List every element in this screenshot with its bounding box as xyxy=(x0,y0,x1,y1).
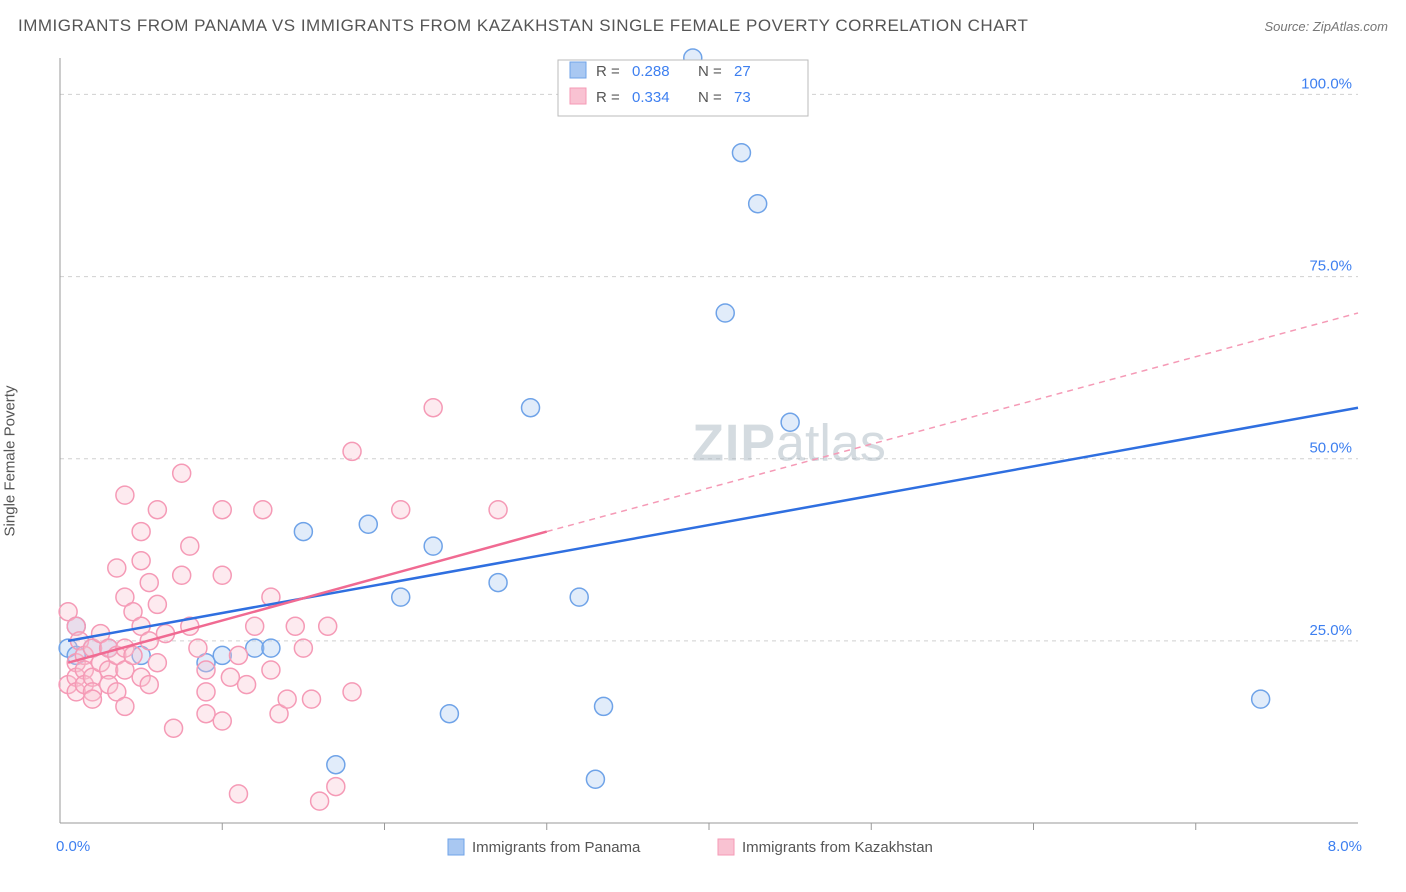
data-point xyxy=(294,639,312,657)
data-point xyxy=(124,646,142,664)
y-axis-label: Single Female Poverty xyxy=(2,386,19,537)
data-point xyxy=(181,537,199,555)
y-tick-label: 25.0% xyxy=(1309,622,1352,639)
data-point xyxy=(327,756,345,774)
svg-text:27: 27 xyxy=(734,63,751,80)
svg-text:R =: R = xyxy=(596,89,620,106)
data-point xyxy=(246,617,264,635)
data-point xyxy=(108,559,126,577)
data-point xyxy=(586,770,604,788)
source-name: ZipAtlas.com xyxy=(1313,19,1388,34)
svg-text:73: 73 xyxy=(734,89,751,106)
data-point xyxy=(749,195,767,213)
y-tick-label: 100.0% xyxy=(1301,75,1352,92)
data-point xyxy=(140,676,158,694)
y-tick-label: 50.0% xyxy=(1309,440,1352,457)
svg-text:N =: N = xyxy=(698,89,722,106)
trend-line-extension-kazakhstan xyxy=(547,313,1358,532)
chart-header: IMMIGRANTS FROM PANAMA VS IMMIGRANTS FRO… xyxy=(18,12,1388,40)
x-axis-end-label: 8.0% xyxy=(1328,838,1362,855)
legend-label-panama: Immigrants from Panama xyxy=(472,839,641,856)
data-point xyxy=(83,690,101,708)
data-point xyxy=(262,639,280,657)
data-point xyxy=(197,705,215,723)
data-point xyxy=(392,501,410,519)
data-point xyxy=(392,588,410,606)
data-point xyxy=(132,523,150,541)
svg-text:0.288: 0.288 xyxy=(632,63,670,80)
data-point xyxy=(319,617,337,635)
data-point xyxy=(716,304,734,322)
data-point xyxy=(294,523,312,541)
x-axis-start-label: 0.0% xyxy=(56,838,90,855)
source-attribution: Source: ZipAtlas.com xyxy=(1264,19,1388,34)
data-point xyxy=(302,690,320,708)
legend-series: Immigrants from Panama Immigrants from Ka… xyxy=(448,839,933,856)
scatter-chart: 25.0%50.0%75.0%100.0%ZIPatlasR =0.288N =… xyxy=(18,48,1388,874)
svg-text:R =: R = xyxy=(596,63,620,80)
data-point xyxy=(165,719,183,737)
data-point xyxy=(311,792,329,810)
data-point xyxy=(229,646,247,664)
data-point xyxy=(148,654,166,672)
data-point xyxy=(221,668,239,686)
data-point xyxy=(213,712,231,730)
data-point xyxy=(595,697,613,715)
data-point xyxy=(213,566,231,584)
legend-label-kazakhstan: Immigrants from Kazakhstan xyxy=(742,839,933,856)
chart-title: IMMIGRANTS FROM PANAMA VS IMMIGRANTS FRO… xyxy=(18,16,1028,36)
data-point xyxy=(213,501,231,519)
svg-text:0.334: 0.334 xyxy=(632,89,670,106)
chart-container: Single Female Poverty 25.0%50.0%75.0%100… xyxy=(18,48,1388,874)
data-point xyxy=(173,566,191,584)
data-point xyxy=(343,442,361,460)
data-point xyxy=(116,486,134,504)
data-point xyxy=(197,661,215,679)
data-point xyxy=(148,501,166,519)
data-point xyxy=(189,639,207,657)
data-point xyxy=(262,661,280,679)
data-point xyxy=(440,705,458,723)
data-point xyxy=(254,501,272,519)
legend-stats: R = 0.288 N = 27 R = 0.334 N = 73 xyxy=(558,60,808,116)
data-point xyxy=(424,537,442,555)
data-point xyxy=(213,646,231,664)
data-point xyxy=(359,515,377,533)
data-point xyxy=(343,683,361,701)
data-point xyxy=(116,697,134,715)
data-point xyxy=(140,574,158,592)
data-point xyxy=(489,501,507,519)
data-point xyxy=(424,399,442,417)
data-point xyxy=(286,617,304,635)
data-point xyxy=(238,676,256,694)
data-point xyxy=(132,552,150,570)
data-point xyxy=(148,595,166,613)
data-point xyxy=(173,464,191,482)
data-point xyxy=(278,690,296,708)
data-point xyxy=(229,785,247,803)
svg-text:N =: N = xyxy=(698,63,722,80)
y-tick-label: 75.0% xyxy=(1309,258,1352,275)
source-prefix: Source: xyxy=(1264,19,1312,34)
data-point xyxy=(570,588,588,606)
data-point xyxy=(246,639,264,657)
data-point xyxy=(781,413,799,431)
data-point xyxy=(489,574,507,592)
data-point xyxy=(197,683,215,701)
data-point xyxy=(522,399,540,417)
data-point xyxy=(327,778,345,796)
data-point xyxy=(1252,690,1270,708)
data-point xyxy=(732,144,750,162)
